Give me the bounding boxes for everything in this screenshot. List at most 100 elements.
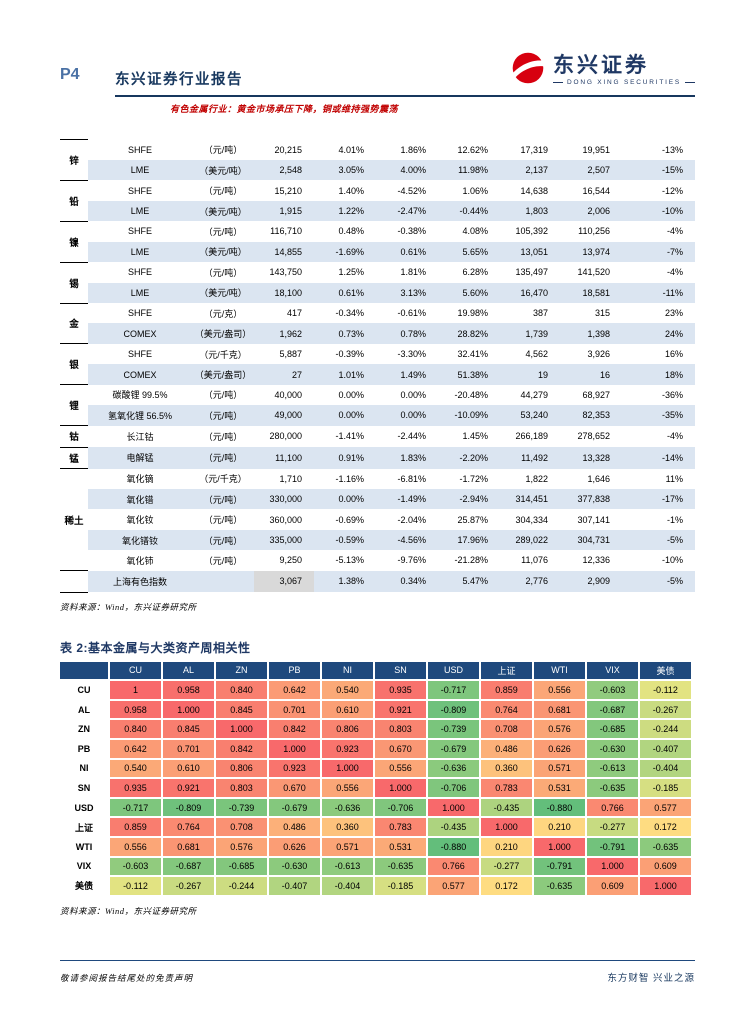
price-name-cell: 长江钴 [126,431,154,442]
price-unit-cell: （元/吨） [203,431,243,442]
price-name-cell: 碳酸锂 99.5% [112,390,168,401]
corr-value-cell: 0.571 [534,759,585,778]
summary-label-cell: 上海有色指数 [88,570,192,593]
price-unit-cell: （美元/吨） [192,159,254,181]
corr-value-cell: 0.708 [216,818,267,836]
price-value-cell: 51.38% [438,364,500,385]
corr-value-cell: 0.609 [587,877,638,895]
price-value-cell: -13% [661,144,683,155]
price-value-cell: 13,328 [560,447,622,469]
price-row: LME （美元/吨） 2,548 3.05% 4.00% 11.98% 2,137 2,507… [60,159,695,181]
corr-row: 上证 0.859 0.764 0.708 0.486 0.360 0.783 -0.435 1.… [60,818,691,836]
corr-value-cell: -0.679 [428,740,479,758]
corr-value-cell: 0.840 [216,681,267,699]
price-value-cell: -2.04% [397,514,426,525]
price-value-cell: 0.00% [338,389,364,400]
price-value-cell: 15,210 [274,185,302,196]
summary-value-cell: 0.34% [376,570,438,593]
price-value-cell: 1,803 [500,200,560,222]
price-value-cell: 3.05% [314,159,376,181]
corr-value-cell: 0.360 [322,818,373,836]
corr-value-cell: -0.791 [587,837,638,856]
dongxing-logo-icon [510,50,547,91]
summary-value-cell: 1.38% [314,570,376,593]
metal-group-label: 锡 [60,261,88,303]
corr-value-cell: 0.486 [269,818,320,836]
price-value-cell: 3.13% [376,282,438,303]
price-value-cell: 82,353 [560,405,622,426]
price-value-cell: 19,951 [582,144,610,155]
corr-row: 美债 -0.112 -0.267 -0.244 -0.407 -0.404 -0.185 0.… [60,877,691,895]
corr-value-cell: 0.670 [375,740,426,758]
corr-value-cell: 0.708 [481,720,532,738]
corr-value-cell: -0.739 [428,720,479,738]
price-name-cell: COMEX [88,364,192,385]
brand-name: 东兴证券 [552,54,649,77]
page-header: P4 东兴证券行业报告 东兴证券 DONG XING SECUR [60,50,695,115]
corr-value-cell: 0.806 [322,720,373,738]
corr-row-label: CU [60,681,108,699]
price-value-cell: 11,076 [521,555,548,566]
corr-value-cell: 0.556 [375,759,426,778]
corr-row: USD -0.717 -0.809 -0.739 -0.679 -0.636 -0.706 1… [60,798,691,817]
corr-value-cell: 0.172 [640,818,691,836]
price-name-cell: SHFE [127,144,152,155]
price-value-cell: 14,855 [254,241,314,263]
corr-value-cell: -0.636 [428,759,479,778]
price-value-cell: -4.56% [376,529,438,551]
corr-row: NI 0.540 0.610 0.806 0.923 1.000 0.556 -0.636 0.… [60,759,691,778]
price-value-cell: 105,392 [515,226,548,237]
summary-value-cell: 3,067 [254,570,314,593]
price-value-cell: -0.39% [335,349,364,360]
corr-value-cell: 0.935 [110,779,161,797]
corr-value-cell: 0.670 [269,779,320,797]
corr-value-cell: -0.112 [640,681,691,699]
price-value-cell: 1.45% [462,431,488,442]
corr-value-cell: -0.603 [587,681,638,699]
corr-value-cell: 1.000 [587,857,638,876]
brand-subtitle: DONG XING SECURITIES [553,79,695,86]
price-value-cell: 49,000 [254,405,314,426]
price-unit-cell: （元/吨） [203,186,243,197]
corr-value-cell: -0.244 [640,720,691,738]
brand-logo: 东兴证券 DONG XING SECURITIES [510,50,695,92]
price-value-cell: 12,336 [582,555,610,566]
price-value-cell: -1.41% [335,431,364,442]
corr-row: AL 0.958 1.000 0.845 0.701 0.610 0.921 -0.809 0.… [60,700,691,719]
metal-group-label: 锰 [60,446,88,469]
corr-row-label: AL [60,700,108,719]
source-note-price: 资料来源：Wind，东兴证券研究所 [60,601,197,612]
corr-value-cell: -0.687 [163,857,214,876]
price-value-cell: 0.61% [314,282,376,303]
price-value-cell: -20.48% [454,389,488,400]
corr-value-cell: 0.935 [375,681,426,699]
corr-value-cell: -0.685 [587,720,638,738]
price-value-cell: 11,100 [254,447,314,469]
corr-value-cell: 0.626 [269,837,320,856]
corr-row-label: SN [60,779,108,797]
corr-value-cell: 0.556 [534,681,585,699]
metal-group-label: 镍 [60,220,88,263]
corr-value-cell: -0.717 [428,681,479,699]
price-value-cell: 0.48% [338,226,364,237]
corr-column-header: 上证 [481,661,532,680]
corr-value-cell: 0.923 [269,759,320,778]
price-value-cell: 4.00% [376,159,438,181]
price-value-cell: 266,189 [515,431,548,442]
source-note-correlation: 资料来源：Wind，东兴证券研究所 [60,905,197,916]
price-value-cell: -35% [622,405,695,426]
price-value-cell: 0.78% [376,323,438,344]
price-value-cell: 1,962 [254,323,314,344]
corr-value-cell: -0.277 [481,857,532,876]
price-value-cell: -7% [622,241,695,263]
price-value-cell: 4.01% [338,144,364,155]
metal-group-label: 钴 [60,425,88,448]
corr-value-cell: -0.185 [375,877,426,895]
corr-column-header: 美债 [640,661,691,680]
price-row: 锌 SHFE （元/吨） 20,215 4.01% 1.86% 12.62% 17,319 19… [60,139,695,181]
price-value-cell: 18,100 [254,282,314,303]
price-value-cell: 387 [532,308,548,319]
corr-row: ZN 0.840 0.845 1.000 0.842 0.806 0.803 -0.739 0.… [60,720,691,738]
corr-value-cell: -0.717 [110,798,161,817]
price-value-cell: -10% [661,555,683,566]
